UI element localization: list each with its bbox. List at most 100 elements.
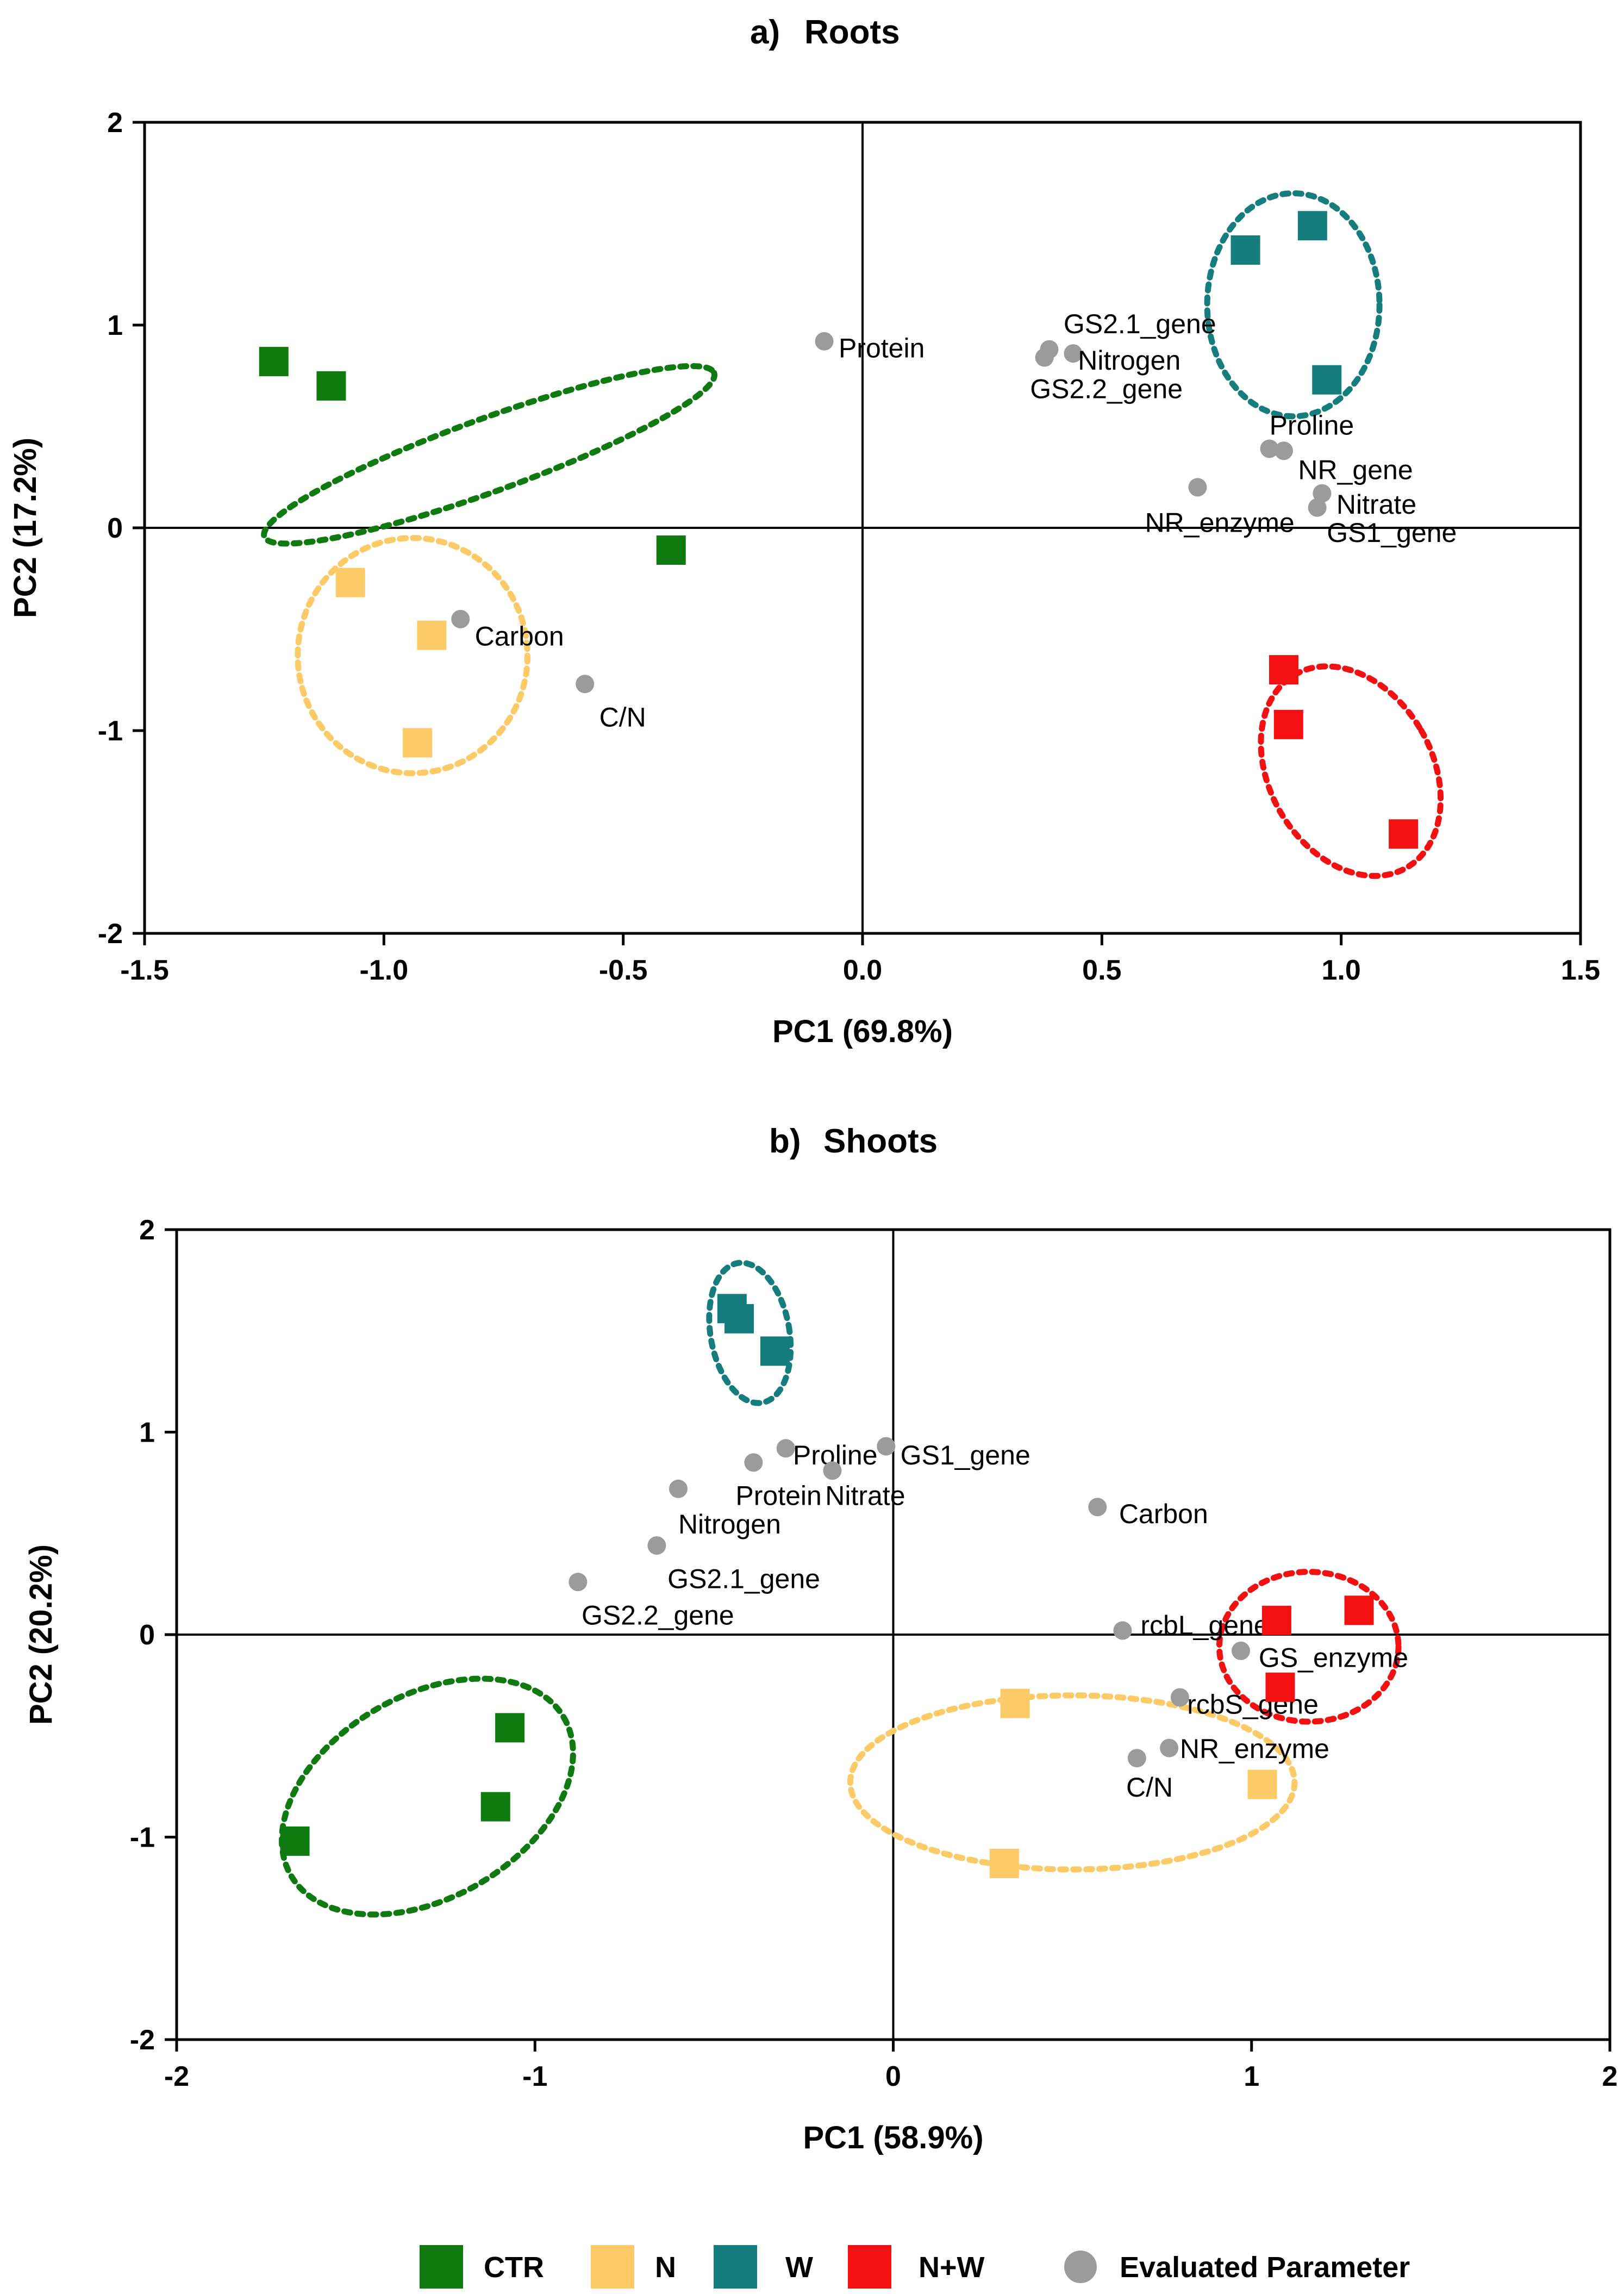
x-tick-label: 2: [1602, 2061, 1618, 2092]
sample-point-w: [760, 1336, 790, 1366]
y-tick-label: -1: [130, 1822, 155, 1854]
sample-point-n: [335, 568, 365, 597]
parameter-label-gs2-1-gene: GS2.1_gene: [667, 1563, 820, 1594]
parameter-label-gs-enzyme: GS_enzyme: [1259, 1643, 1408, 1673]
parameter-label-rcbl-gene: rcbL_gene: [1140, 1610, 1269, 1641]
legend-label-w: W: [785, 2251, 813, 2284]
x-tick-label: 0.0: [843, 955, 882, 986]
sample-point-n-w: [1389, 819, 1419, 849]
legend-swatch-n: [591, 2245, 634, 2289]
parameter-label-gs2-1-gene: GS2.1_gene: [1064, 309, 1216, 339]
parameter-label-rcbs-gene: rcbS_gene: [1187, 1689, 1319, 1719]
shoots-pca-panel: b) Shoots -2 -1 0 1 2 -2 -1 0 1 2 PC1 (58.9%) PC2 (20…: [23, 1123, 1617, 2155]
parameter-point-protein: [815, 332, 834, 351]
parameter-point-c-n: [1127, 1749, 1146, 1768]
parameter-label-carbon: Carbon: [1119, 1499, 1208, 1529]
parameter-point-gs2-2-gene: [1035, 348, 1054, 367]
x-tick-label: 1.5: [1561, 955, 1600, 986]
parameter-point-gs1-gene: [877, 1437, 896, 1456]
sample-point-ctr: [480, 1792, 510, 1822]
sample-point-ctr: [259, 347, 289, 377]
parameter-label-nr-enzyme: NR_enzyme: [1145, 507, 1295, 538]
ellipse-w: [706, 1260, 794, 1406]
sample-point-ctr: [280, 1826, 310, 1856]
parameter-point-gs2-1-gene: [647, 1536, 666, 1555]
ellipse-n-w: [1258, 663, 1444, 879]
y-tick-label: -1: [98, 715, 123, 747]
y-tick-label: 1: [107, 310, 123, 341]
y-tick-label: 2: [139, 1214, 155, 1246]
parameter-point-rcbs-gene: [1170, 1688, 1189, 1707]
sample-point-n: [1247, 1769, 1277, 1799]
y-tick-label: 1: [139, 1417, 155, 1449]
ellipse-n-w: [1216, 1569, 1402, 1725]
parameter-label-gs2-2-gene: GS2.2_gene: [1030, 373, 1183, 404]
parameter-label-nitrate: Nitrate: [825, 1481, 905, 1511]
x-tick-label: -1.5: [120, 955, 169, 986]
sample-point-w: [1312, 365, 1342, 395]
parameter-label-c-n: C/N: [599, 702, 646, 733]
parameter-point-rcbl-gene: [1113, 1621, 1132, 1640]
x-tick-label: 0.5: [1082, 955, 1121, 986]
sample-point-n: [417, 620, 447, 650]
parameter-label-protein: Protein: [735, 1481, 821, 1511]
parameter-label-nitrogen: Nitrogen: [678, 1509, 781, 1539]
sample-point-n: [989, 1848, 1019, 1878]
x-tick-label: -1.0: [360, 955, 409, 986]
parameter-label-gs1-gene: GS1_gene: [1327, 518, 1457, 548]
sample-point-n-w: [1265, 1672, 1295, 1702]
panel-label: a): [750, 14, 780, 51]
legend-swatch-n-w: [848, 2245, 891, 2289]
x-axis-title: PC1 (58.9%): [803, 2120, 983, 2155]
x-tick-label: -0.5: [599, 955, 648, 986]
y-tick-label: 0: [139, 1619, 155, 1651]
parameter-point-nitrogen: [1064, 344, 1083, 363]
y-tick-label: 2: [107, 107, 123, 139]
parameter-point-nitrogen: [669, 1479, 688, 1498]
sample-point-n: [402, 728, 432, 758]
parameter-point-nr-enzyme: [1188, 478, 1207, 497]
parameter-point-gs2-2-gene: [569, 1573, 588, 1592]
sample-point-n-w: [1269, 655, 1298, 685]
panel-title: Shoots: [823, 1123, 938, 1160]
parameter-label-gs1-gene: GS1_gene: [901, 1440, 1030, 1470]
y-axis-title: PC2 (20.2%): [23, 1544, 59, 1725]
parameter-label-c-n: C/N: [1126, 1772, 1173, 1803]
x-tick-label: -2: [164, 2061, 189, 2092]
legend-label-n: N: [655, 2251, 676, 2284]
legend-label-n-w: N+W: [919, 2251, 985, 2284]
legend: CTR N W N+W Evaluated Parameter: [420, 2245, 1410, 2289]
parameter-point-protein: [744, 1453, 763, 1472]
legend-swatch-ctr: [420, 2245, 463, 2289]
sample-point-n: [1000, 1688, 1030, 1718]
sample-point-ctr: [316, 371, 346, 401]
sample-point-w: [1297, 211, 1327, 241]
parameter-point-nitrate: [1313, 484, 1332, 503]
parameter-label-proline: Proline: [1270, 410, 1354, 440]
ellipse-n: [295, 535, 531, 776]
x-tick-label: 0: [885, 2061, 901, 2092]
x-tick-label: -1: [522, 2061, 547, 2092]
roots-pca-panel: a) Roots -1.5 -1.0 -0.5 0.0 0.5 1.0 1.5 -2 -1 0 1 2 PC…: [8, 14, 1600, 1049]
sample-point-w: [1231, 235, 1260, 265]
ellipse-w: [1204, 190, 1383, 420]
legend-swatch-evaluated-parameter: [1064, 2251, 1097, 2283]
legend-label-evaluated-parameter: Evaluated Parameter: [1120, 2251, 1410, 2284]
parameter-label-protein: Protein: [839, 333, 925, 364]
sample-point-ctr: [656, 535, 686, 565]
parameter-label-gs2-2-gene: GS2.2_gene: [582, 1600, 734, 1630]
parameter-label-nr-gene: NR_gene: [1298, 454, 1413, 485]
panel-title: Roots: [804, 14, 900, 51]
legend-label-ctr: CTR: [484, 2251, 544, 2284]
parameter-point-nitrate: [823, 1461, 842, 1480]
parameter-point-proline: [776, 1439, 795, 1458]
sample-point-n-w: [1344, 1595, 1374, 1625]
y-axis-title: PC2 (17.2%): [8, 438, 43, 618]
parameter-point-nr-gene: [1274, 441, 1293, 460]
ellipse-ctr: [261, 363, 717, 547]
parameter-point-nr-enzyme: [1160, 1738, 1179, 1757]
x-tick-label: 1: [1244, 2061, 1259, 2092]
parameter-label-nr-enzyme: NR_enzyme: [1180, 1734, 1329, 1764]
parameter-point-carbon: [451, 609, 470, 628]
